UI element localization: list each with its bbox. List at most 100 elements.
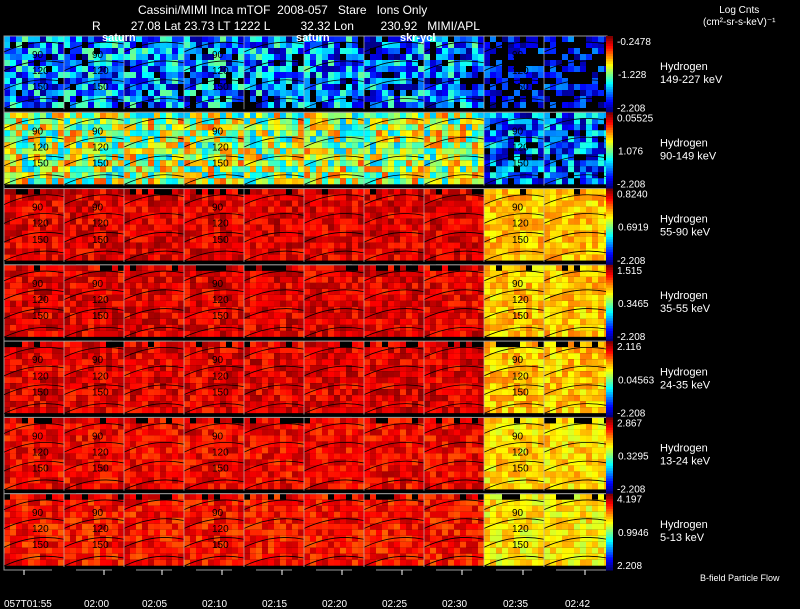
heat-cell: [466, 142, 472, 149]
heat-cell: [340, 288, 346, 295]
heat-cell: [352, 118, 358, 125]
heat-cell: [88, 96, 94, 102]
heat-cell: [208, 60, 214, 66]
heat-cell: [472, 306, 478, 313]
heat-cell: [88, 54, 94, 60]
heat-cell: [34, 148, 40, 155]
heat-cell: [490, 112, 496, 119]
heat-cell: [100, 124, 106, 131]
heat-cell: [322, 90, 328, 96]
heat-cell: [442, 66, 448, 72]
heat-cell: [40, 118, 46, 125]
heat-cell: [82, 48, 88, 54]
heat-cell: [346, 276, 352, 283]
heat-cell: [502, 72, 508, 78]
heat-cell: [10, 300, 16, 307]
heat-cell: [184, 54, 190, 60]
heat-cell: [556, 148, 562, 155]
heat-cell: [22, 242, 28, 249]
heat-cell: [250, 84, 256, 90]
heat-cell: [238, 224, 244, 231]
heat-cell: [598, 112, 604, 119]
heat-cell: [334, 318, 340, 325]
heat-cell: [334, 66, 340, 72]
heat-cell: [538, 124, 544, 131]
heat-cell: [94, 254, 100, 261]
heat-cell: [262, 142, 268, 149]
heat-cell: [400, 212, 406, 219]
heat-cell: [466, 324, 472, 331]
contour-line: [363, 136, 425, 148]
heat-cell: [436, 142, 442, 149]
heat-cell: [82, 200, 88, 207]
heat-cell: [412, 54, 418, 60]
heat-cell: [118, 148, 124, 155]
contour-line: [123, 250, 185, 262]
heat-cell: [82, 324, 88, 331]
heat-cell: [502, 160, 508, 167]
heat-cell: [166, 312, 172, 319]
heat-cell: [28, 212, 34, 219]
heat-cell: [220, 254, 226, 261]
heat-cell: [166, 42, 172, 48]
heat-cell: [562, 242, 568, 249]
heat-cell: [274, 48, 280, 54]
heat-cell: [496, 230, 502, 237]
heat-cell: [442, 48, 448, 54]
heat-cell: [304, 224, 310, 231]
heat-cell: [166, 148, 172, 155]
heat-cell: [472, 148, 478, 155]
heat-cell: [220, 236, 226, 243]
heat-cell: [208, 276, 214, 283]
heat-cell: [46, 90, 52, 96]
heat-cell: [352, 48, 358, 54]
heat-cell: [322, 72, 328, 78]
heat-cell: [64, 306, 70, 313]
heat-cell: [214, 54, 220, 60]
heat-cell: [454, 54, 460, 60]
heat-cell: [268, 42, 274, 48]
heat-cell: [436, 118, 442, 125]
contour-line: [483, 98, 545, 109]
contour-line: [423, 194, 485, 205]
heat-cell: [184, 194, 190, 201]
heat-cell: [316, 212, 322, 219]
heat-cell: [334, 218, 340, 225]
contour-line: [243, 79, 305, 90]
heat-cell: [358, 66, 364, 72]
heat-cell: [460, 78, 466, 84]
heat-cell: [484, 130, 490, 137]
heat-cell: [490, 54, 496, 60]
heat-cell: [430, 78, 436, 84]
heat-cell: [394, 90, 400, 96]
heat-cell: [442, 112, 448, 119]
colorbar-title-line2: (cm²-sr-s-keV)⁻¹: [703, 17, 776, 28]
heat-cell: [550, 112, 556, 119]
heat-cell: [394, 264, 400, 271]
heat-cell: [388, 188, 394, 195]
heat-cell: [568, 206, 574, 213]
heat-cell: [526, 242, 532, 249]
heat-cell: [190, 90, 196, 96]
heat-cell: [544, 224, 550, 231]
heat-cell: [460, 236, 466, 243]
heat-cell: [244, 300, 250, 307]
heat-cell: [478, 264, 484, 271]
heat-cell: [112, 270, 118, 277]
heat-cell: [82, 212, 88, 219]
heat-cell: [58, 136, 64, 143]
heat-cell: [376, 112, 382, 119]
heat-cell: [454, 188, 460, 195]
heat-cell: [106, 66, 112, 72]
heat-cell: [304, 84, 310, 90]
heat-cell: [562, 142, 568, 149]
heat-cell: [184, 264, 190, 271]
heat-cell: [76, 330, 82, 337]
heat-cell: [406, 242, 412, 249]
heat-cell: [436, 90, 442, 96]
heat-cell: [382, 78, 388, 84]
heat-cell: [454, 72, 460, 78]
heat-cell: [328, 160, 334, 167]
heat-cell: [64, 264, 70, 271]
heat-cell: [268, 136, 274, 143]
